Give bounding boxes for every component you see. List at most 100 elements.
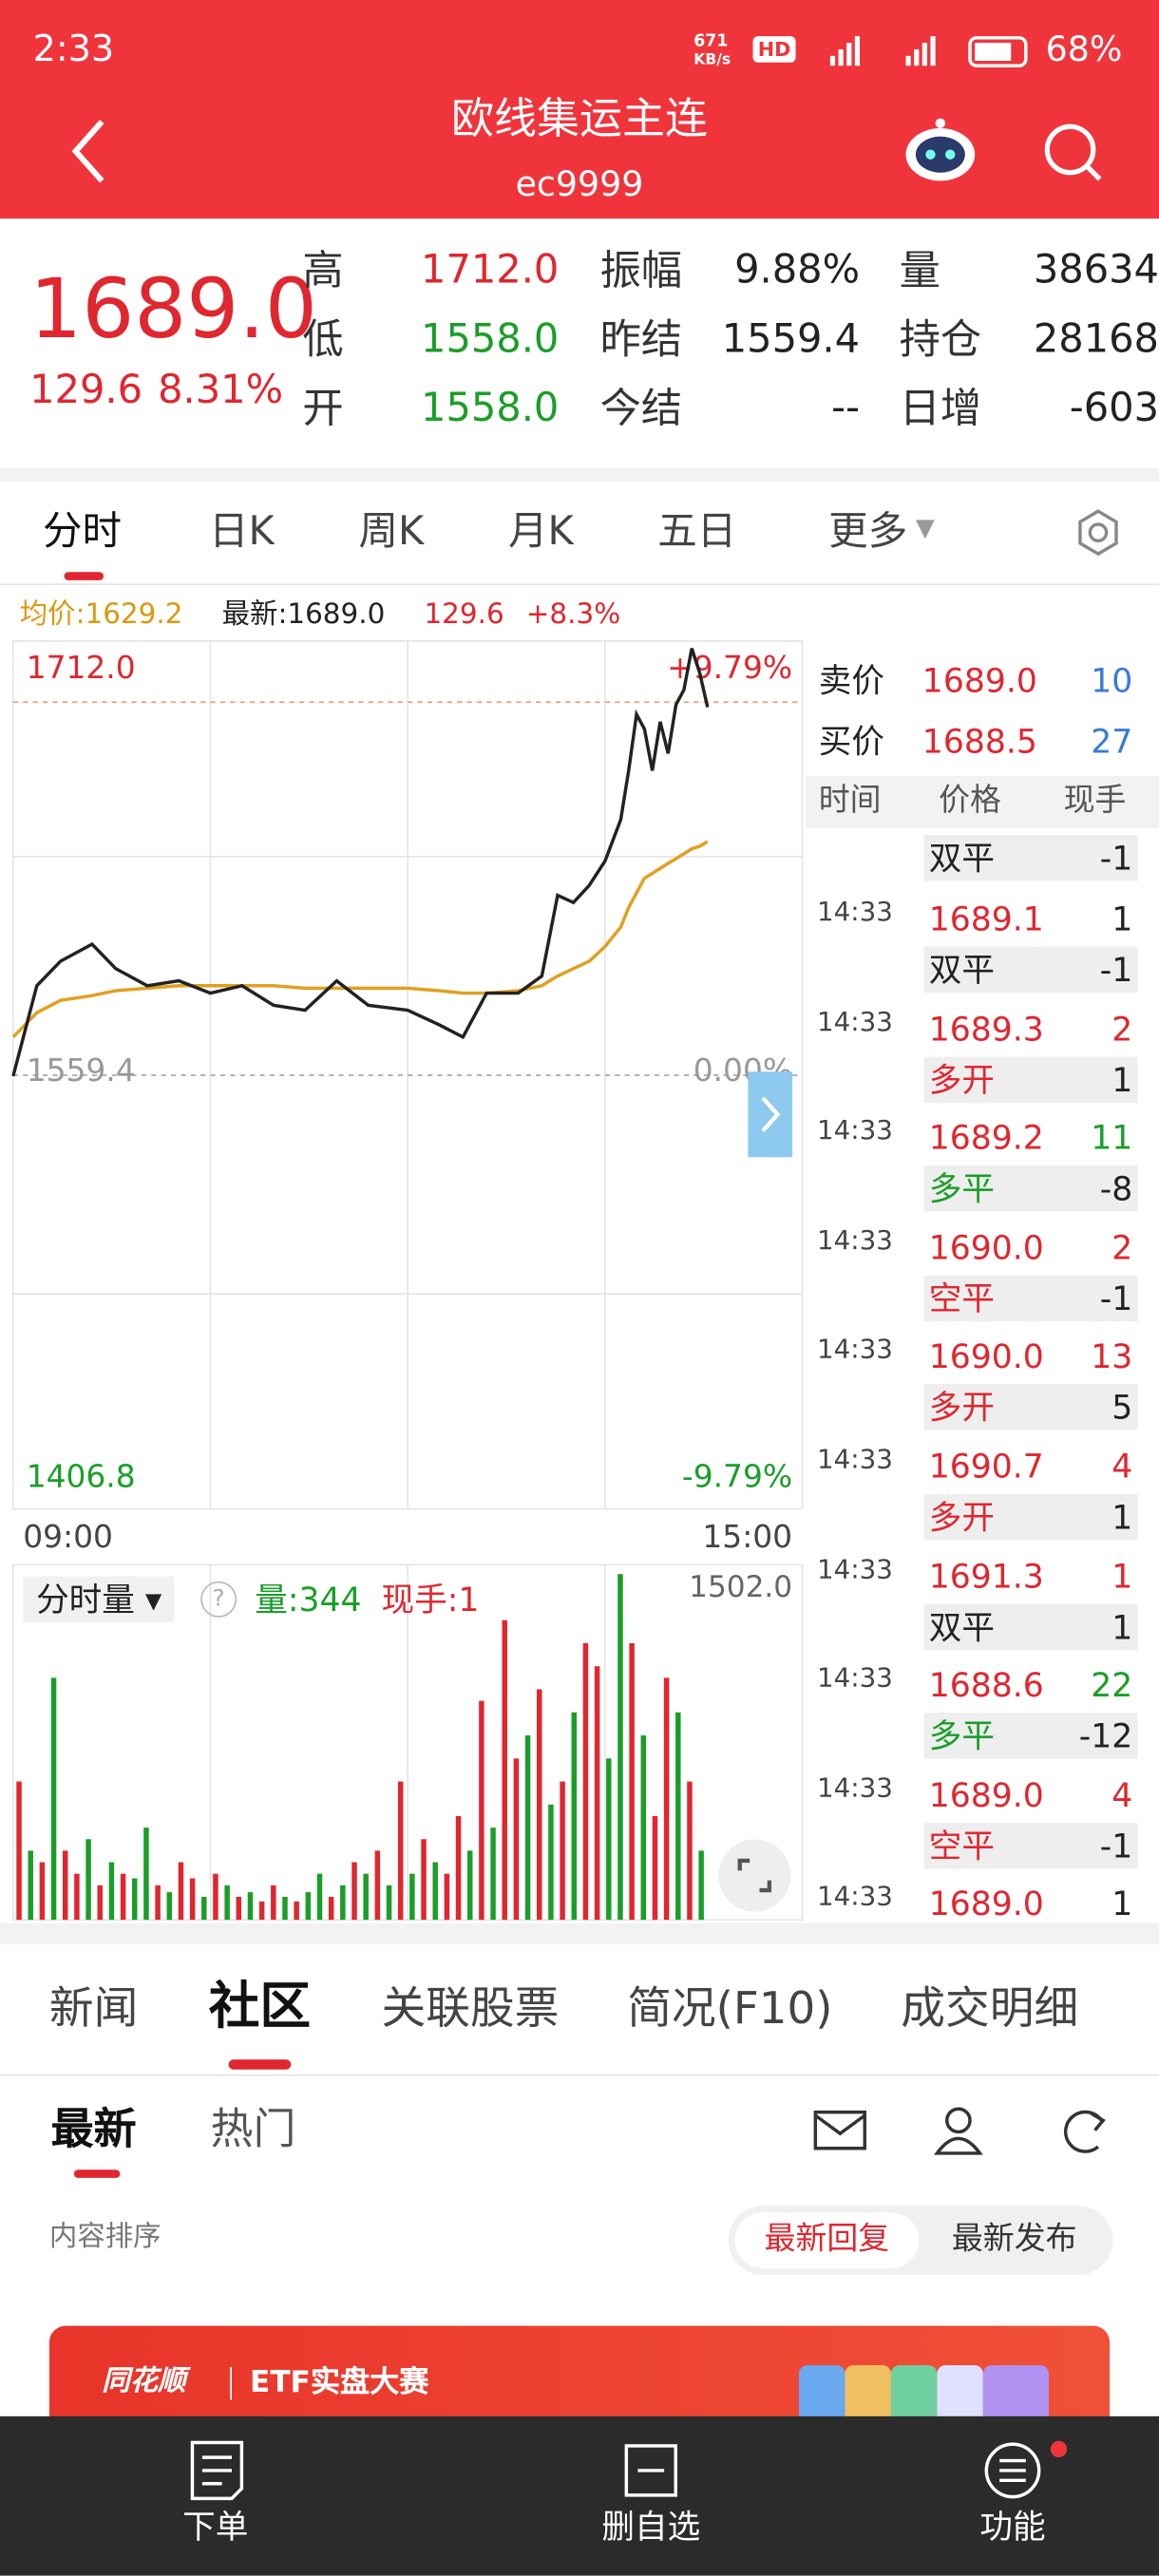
sub-tab[interactable]: 热门 xyxy=(210,2105,296,2155)
trade-kind: 双平 xyxy=(928,1606,995,1647)
trade-kind-bg xyxy=(923,1165,1138,1212)
volume-bar xyxy=(120,1873,126,1921)
period-tab[interactable]: 月K xyxy=(507,507,574,555)
trade-kind: 多开 xyxy=(928,1388,995,1428)
trade-hand: 13 xyxy=(1091,1336,1133,1377)
dropdown-arrow: ▼ xyxy=(915,512,935,543)
nav-label[interactable]: 删自选 xyxy=(601,2507,701,2547)
nav-label[interactable]: 下单 xyxy=(182,2507,249,2547)
banner-text: ETF实盘大赛 xyxy=(250,2365,429,2400)
trade-time: 14:33 xyxy=(817,1114,893,1146)
sort-option[interactable]: 最新发布 xyxy=(951,2220,1077,2257)
robot-icon[interactable] xyxy=(901,115,979,187)
trade-kind-bg xyxy=(923,1822,1138,1869)
back-button[interactable] xyxy=(66,115,115,187)
volume-bar xyxy=(74,1873,80,1921)
news-tab[interactable]: 新闻 xyxy=(48,1983,139,2036)
volume-bar xyxy=(663,1677,670,1921)
book-label: 买价 xyxy=(818,721,885,762)
volume-bar xyxy=(294,1901,299,1921)
nav-label[interactable]: 功能 xyxy=(979,2507,1046,2547)
sort-active xyxy=(734,2212,920,2269)
trade-time: 14:33 xyxy=(817,1771,893,1804)
net-speed: 671 xyxy=(694,32,729,51)
header-bg xyxy=(0,0,1159,219)
period-tab[interactable]: 分时 xyxy=(42,507,123,555)
volume-bar xyxy=(178,1862,184,1921)
volume-bar xyxy=(548,1804,554,1921)
trade-hand: 1 xyxy=(1112,1884,1133,1924)
volume-bar xyxy=(582,1642,589,1921)
trade-price: 1690.0 xyxy=(928,1227,1044,1267)
sub-tab[interactable]: 最新 xyxy=(50,2105,137,2155)
trade-price: 1689.2 xyxy=(928,1118,1044,1158)
divider xyxy=(0,1923,1159,1945)
title: 欧线集运主连 xyxy=(450,95,708,145)
volume-bar xyxy=(513,1758,520,1921)
volume-bar xyxy=(16,1781,22,1921)
trade-price: 1689.3 xyxy=(928,1008,1044,1049)
book-price: 1689.0 xyxy=(922,660,1037,701)
battery: 68% xyxy=(1045,29,1123,69)
trade-delta: -1 xyxy=(1099,1826,1133,1866)
status-time: 2:33 xyxy=(32,29,115,71)
y-tick-label: 1406.8 xyxy=(27,1457,136,1494)
search-icon[interactable] xyxy=(1039,119,1109,188)
trade-delta: 5 xyxy=(1112,1388,1133,1428)
volume-bar xyxy=(352,1862,357,1921)
book-header: 价格 xyxy=(939,782,1001,819)
trade-kind: 多开 xyxy=(928,1059,995,1099)
news-tab[interactable]: 社区 xyxy=(208,1977,312,2037)
trade-delta: 1 xyxy=(1112,1497,1133,1538)
sort-option[interactable]: 最新回复 xyxy=(764,2220,890,2257)
trade-price: 1689.1 xyxy=(928,899,1044,939)
period-tab[interactable]: 日K xyxy=(208,507,275,555)
period-tab[interactable]: 更多 xyxy=(828,507,908,555)
avg-price: 均价:1629.2 xyxy=(19,597,183,632)
news-tab[interactable]: 成交明细 xyxy=(901,1983,1079,2036)
help-icon[interactable]: ? xyxy=(200,1581,238,1618)
volume-bar xyxy=(652,1815,658,1921)
fullscreen-button[interactable] xyxy=(716,1838,792,1914)
volume-bar xyxy=(282,1896,288,1921)
series-line xyxy=(11,648,710,1077)
trade-kind: 双平 xyxy=(928,950,995,990)
volume-bar xyxy=(490,1828,496,1921)
field-label: 低 xyxy=(302,315,344,364)
trade-price: 1689.0 xyxy=(928,1774,1044,1815)
field-value: 38634 xyxy=(1033,246,1159,294)
trade-delta: -1 xyxy=(1099,838,1133,879)
trade-delta: 1 xyxy=(1112,1059,1133,1099)
field-value: 1559.4 xyxy=(721,315,861,362)
expand-button[interactable] xyxy=(748,1071,793,1158)
volume-selector[interactable]: 分时量 ▾ xyxy=(23,1576,176,1622)
trade-kind-bg xyxy=(923,1713,1138,1759)
period-tab[interactable]: 周K xyxy=(358,507,425,555)
toolbar-icons[interactable] xyxy=(806,2101,1134,2167)
settings-icon[interactable] xyxy=(1072,506,1124,559)
volume-bar xyxy=(86,1839,91,1921)
trade-hand: 1 xyxy=(1112,1556,1133,1596)
volume-bar xyxy=(397,1781,404,1921)
trade-time: 14:33 xyxy=(817,1334,893,1365)
field-label: 昨结 xyxy=(599,315,683,364)
volume-bar xyxy=(201,1896,207,1921)
volume-bar xyxy=(340,1885,346,1921)
price-change: 129.6 xyxy=(29,366,143,413)
volume-bar xyxy=(108,1862,115,1921)
trade-hand: 4 xyxy=(1112,1774,1133,1815)
news-tab[interactable]: 简况(F10) xyxy=(627,1983,833,2036)
period-tab[interactable]: 五日 xyxy=(657,507,737,555)
volume-bar xyxy=(421,1839,427,1921)
volume-bar xyxy=(247,1892,254,1921)
trade-price: 1690.0 xyxy=(928,1336,1044,1377)
book-price: 1688.5 xyxy=(922,721,1037,762)
volume-bar xyxy=(502,1619,507,1921)
trade-time: 14:33 xyxy=(817,1223,893,1256)
divider xyxy=(0,468,1159,483)
y-tick-label: 1502.0 xyxy=(689,1570,792,1604)
volume-bar xyxy=(143,1828,149,1921)
x-tick-label: 09:00 xyxy=(23,1518,113,1555)
book-header-bg xyxy=(805,775,1159,829)
news-tab[interactable]: 关联股票 xyxy=(381,1983,560,2036)
